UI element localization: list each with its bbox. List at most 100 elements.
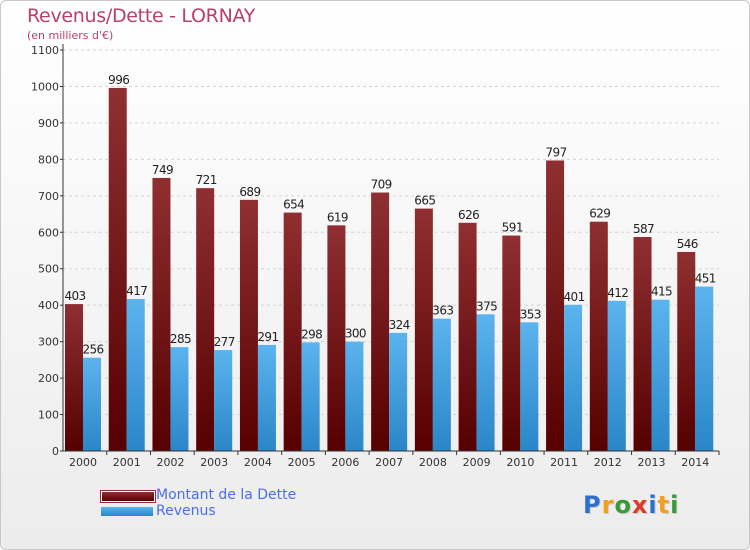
y-tick-label: 200 [38,372,59,385]
data-label: 629 [589,207,610,221]
x-tick-label: 2002 [156,456,184,469]
x-tick-label: 2009 [463,456,491,469]
bar-debt [677,251,696,451]
chart-subtitle: (en milliers d'€) [27,29,114,42]
data-label: 285 [170,332,191,346]
y-tick-label: 600 [38,226,59,239]
bar-debt [633,237,652,451]
logo-letter: i [648,491,658,519]
data-label: 375 [476,299,497,313]
data-label: 353 [520,307,541,321]
x-tick-label: 2014 [681,456,709,469]
bar-debt [327,225,346,451]
data-label: 619 [327,210,348,224]
bar-debt [283,212,302,451]
x-tick-label: 2006 [331,456,359,469]
bar-debt [414,208,433,451]
bar-revenue [564,304,583,451]
logo-letter: x [631,491,649,519]
data-label: 587 [633,222,654,236]
data-label: 721 [196,173,217,187]
bar-debt [371,192,390,451]
data-label: 403 [64,289,85,303]
data-label: 256 [82,343,103,357]
bar-debt [589,221,608,451]
x-tick-label: 2010 [506,456,534,469]
bar-revenue [257,344,276,451]
bar-revenue [389,332,408,451]
data-label: 591 [502,221,523,235]
bar-revenue [476,314,495,451]
x-tick-label: 2007 [375,456,403,469]
data-label: 415 [651,285,672,299]
y-tick-label: 700 [38,190,59,203]
bar-debt [196,188,215,451]
bars-layer: 403 256 996 417 749 285 721 277 689 291 654 298 619 3… [64,73,716,452]
y-tick-label: 500 [38,263,59,276]
legend-label-debt: Montant de la Dette [156,487,297,503]
y-tick-label: 300 [38,336,59,349]
data-label: 996 [108,73,129,87]
bar-debt [108,87,127,452]
logo-letter: i [670,491,680,519]
logo-letter: P [583,491,602,519]
y-tick-label: 1100 [31,44,59,57]
bar-revenue [651,299,670,451]
data-label: 626 [458,208,479,222]
data-label: 709 [371,178,392,192]
bar-revenue [607,300,626,451]
data-label: 412 [607,286,628,300]
data-label: 749 [152,163,173,177]
legend-swatch-revenue [101,507,153,516]
legend-swatch-debt [100,490,156,503]
y-tick-label: 100 [38,409,59,422]
bar-revenue [214,350,233,451]
bar-debt [546,160,565,451]
data-label: 665 [414,194,435,208]
data-label: 797 [546,145,567,159]
x-tick-label: 2008 [419,456,447,469]
chart-title: Revenus/Dette - LORNAY [27,5,256,27]
y-tick-label: 400 [38,299,59,312]
bar-revenue [520,322,539,451]
logo-letter: t [657,491,671,519]
bar-debt [239,199,258,451]
x-tick-label: 2005 [288,456,316,469]
bar-revenue [345,341,364,451]
data-label: 298 [301,327,322,341]
bar-revenue [126,298,145,451]
x-tick-label: 2001 [113,456,141,469]
bar-debt [458,222,477,451]
x-tick-label: 2011 [550,456,578,469]
y-tick-label: 0 [52,445,59,458]
logo-letter: r [601,491,615,519]
bar-revenue [83,357,101,451]
x-tick-label: 2004 [244,456,272,469]
x-tick-label: 2003 [200,456,228,469]
data-label: 401 [564,290,585,304]
data-label: 417 [126,284,147,298]
data-label: 324 [389,318,410,332]
y-tick-label: 1000 [31,80,59,93]
axis-layer: 0 100 200 300 400 500 600 700 800 900 1000 1100 2000… [31,44,720,469]
y-tick-label: 900 [38,117,59,130]
bar-revenue [695,286,714,451]
proxiti-logo: Proxiti [583,491,679,519]
bar-debt [152,177,171,452]
data-label: 300 [345,327,366,341]
y-tick-label: 800 [38,153,59,166]
bar-revenue [301,342,320,451]
data-label: 451 [695,272,716,286]
data-label: 546 [677,237,698,251]
data-label: 689 [239,185,260,199]
bar-debt [65,304,83,451]
bar-debt [502,235,521,451]
bar-revenue [170,347,189,451]
bar-chart: 403 256 996 417 749 285 721 277 689 291 654 298 619 3… [31,44,720,469]
data-label: 291 [257,330,278,344]
data-label: 363 [432,304,453,318]
x-tick-label: 2000 [69,456,97,469]
x-tick-label: 2012 [594,456,622,469]
logo-letter: o [614,491,632,519]
